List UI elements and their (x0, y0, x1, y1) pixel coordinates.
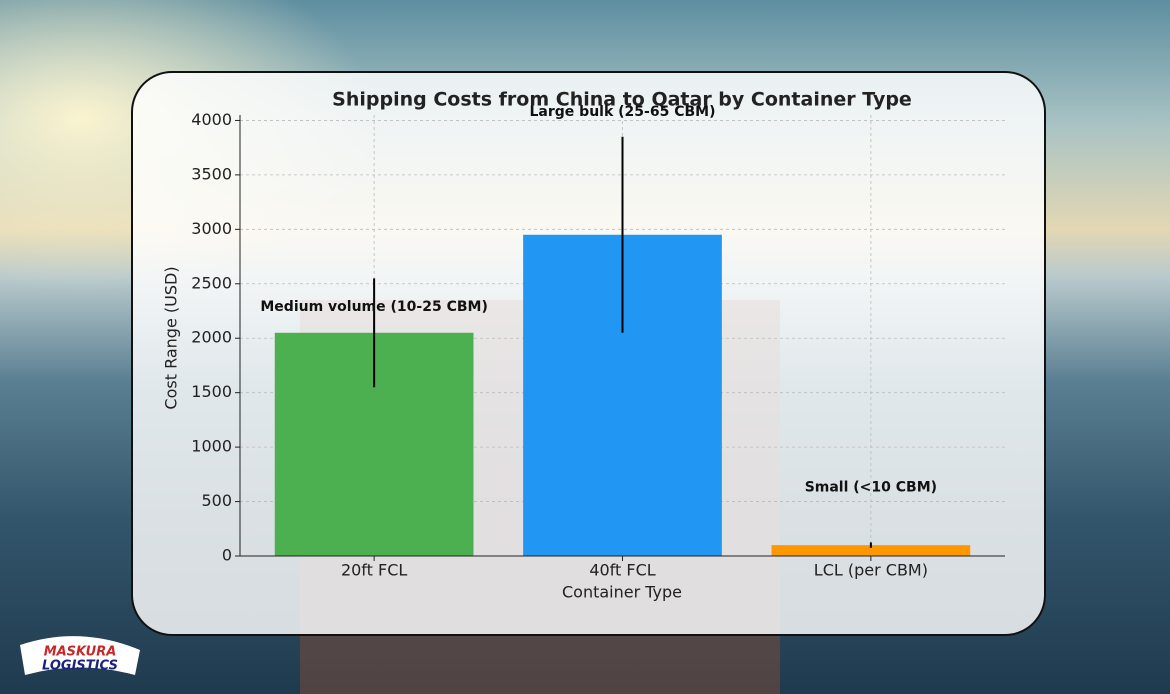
y-tick-label: 1500 (191, 382, 232, 401)
annotation: Large bulk (25-65 CBM) (530, 104, 716, 120)
x-tick-label: 40ft FCL (589, 561, 655, 580)
chart-title: Shipping Costs from China to Qatar by Co… (332, 89, 912, 111)
x-tick-label: LCL (per CBM) (814, 561, 928, 580)
logo: MASKURA LOGISTICS (20, 636, 140, 675)
y-tick-label: 2500 (191, 273, 232, 292)
annotation: Small (<10 CBM) (805, 479, 937, 495)
x-tick-label: 20ft FCL (341, 561, 407, 580)
y-tick-label: 2000 (191, 328, 232, 347)
y-tick-label: 500 (201, 491, 232, 510)
plot: 0 500 1000 1500 2000 2500 3000 3500 4000 Medium v… (191, 104, 1005, 580)
y-tick-label: 3000 (191, 219, 232, 238)
logo-text: LOGISTICS (42, 659, 118, 674)
x-axis-label: Container Type (562, 583, 682, 602)
logo-badge (20, 636, 140, 675)
annotation: Medium volume (10-25 CBM) (260, 299, 487, 315)
y-tick-label: 3500 (191, 164, 232, 183)
logo-text: MASKURA (44, 645, 117, 660)
y-tick-label: 0 (222, 546, 232, 565)
y-axis-label: Cost Range (USD) (162, 266, 181, 409)
y-tick-label: 4000 (191, 110, 232, 129)
y-tick-label: 1000 (191, 437, 232, 456)
bar (771, 545, 971, 556)
